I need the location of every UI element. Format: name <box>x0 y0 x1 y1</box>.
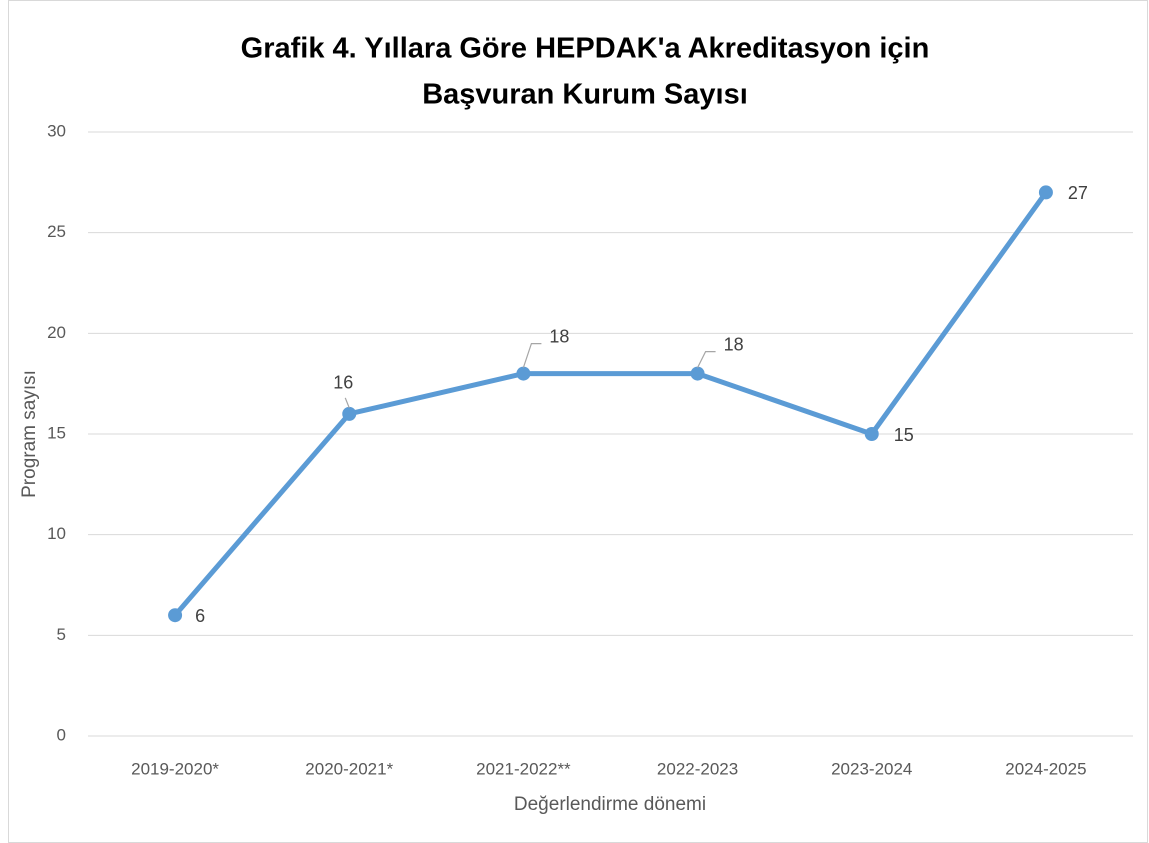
data-point <box>168 608 183 623</box>
data-point <box>342 406 357 421</box>
y-tick-label: 10 <box>47 524 66 543</box>
chart-title: Grafik 4. Yıllara Göre HEPDAK'a Akredita… <box>241 33 930 65</box>
y-tick-label: 5 <box>57 625 66 644</box>
y-axis-label: Program sayısı <box>19 370 40 498</box>
data-point <box>516 366 531 381</box>
data-point <box>864 427 879 441</box>
x-tick-label: 2024-2025 <box>1005 759 1086 778</box>
y-tick-label: 0 <box>57 725 66 744</box>
leader-line <box>522 343 542 368</box>
data-label: 6 <box>195 606 205 626</box>
y-tick-label: 15 <box>47 423 66 442</box>
y-tick-label: 30 <box>47 121 66 140</box>
y-tick-label: 20 <box>47 323 66 342</box>
x-tick-label: 2023-2024 <box>831 759 912 778</box>
chart-border <box>8 0 1148 843</box>
leader-line <box>697 351 716 368</box>
leader-line <box>344 397 350 409</box>
data-label: 18 <box>724 334 744 354</box>
data-line <box>173 190 1048 617</box>
data-point <box>690 366 705 381</box>
x-axis-label: Değerlendirme dönemi <box>514 794 706 815</box>
x-tick-label: 2020-2021* <box>305 759 393 778</box>
x-tick-label: 2022-2023 <box>657 759 738 778</box>
y-tick-label: 25 <box>47 222 66 241</box>
x-tick-label: 2021-2022** <box>476 759 571 778</box>
data-label: 16 <box>333 373 353 393</box>
chart-title: Başvuran Kurum Sayısı <box>422 79 748 111</box>
data-label: 27 <box>1068 183 1088 203</box>
data-point <box>1038 185 1053 200</box>
x-tick-label: 2019-2020* <box>131 759 219 778</box>
data-label: 15 <box>894 425 914 445</box>
data-label: 18 <box>549 326 569 346</box>
